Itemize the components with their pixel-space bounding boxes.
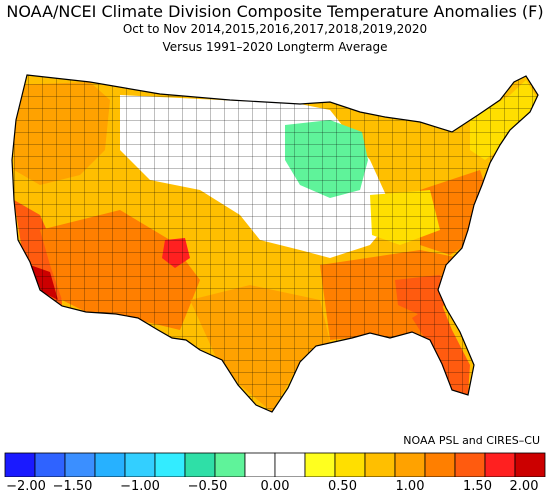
colorbar-swatch xyxy=(484,452,516,477)
colorbar-tick-label: −0.50 xyxy=(187,479,228,494)
colorbar-tick-label: 2.00 xyxy=(509,479,539,494)
credit-text: NOAA PSL and CIRES–CU xyxy=(403,434,540,447)
colorbar-swatch xyxy=(154,452,186,477)
colorbar-swatch xyxy=(244,452,276,477)
colorbar-tick-label: −1.50 xyxy=(52,479,93,494)
map-subtitle-baseline: Versus 1991–2020 Longterm Average xyxy=(162,40,388,54)
colorbar-swatch xyxy=(304,452,336,477)
map-subtitle-period: Oct to Nov 2014,2015,2016,2017,2018,2019… xyxy=(122,22,428,36)
colorbar-swatch xyxy=(214,452,246,477)
map-title: NOAA/NCEI Climate Division Composite Tem… xyxy=(6,2,544,21)
colorbar-swatch xyxy=(34,452,66,477)
colorbar-swatch xyxy=(4,452,36,477)
colorbar-swatch xyxy=(334,452,366,477)
colorbar-tick-label: 0.50 xyxy=(328,479,357,494)
colorbar-swatch xyxy=(64,452,96,477)
colorbar-swatch xyxy=(124,452,156,477)
colorbar-swatch xyxy=(454,452,486,477)
colorbar-tick-label: −1.00 xyxy=(120,479,160,494)
colorbar-swatch xyxy=(184,452,216,477)
colorbar-tick-labels: −2.00 −1.50 −1.00 −0.50 0.00 0.50 1.00 1.50 2.00 xyxy=(0,479,550,499)
us-outline xyxy=(11,74,539,413)
colorbar xyxy=(4,452,546,477)
colorbar-tick-label: 1.00 xyxy=(395,479,425,494)
colorbar-tick-label: −2.00 xyxy=(6,479,46,494)
colorbar-swatch xyxy=(364,452,396,477)
colorbar-tick-label: 1.50 xyxy=(463,479,492,494)
colorbar-swatch xyxy=(94,452,126,477)
colorbar-swatch xyxy=(274,452,306,477)
colorbar-swatch xyxy=(424,452,456,477)
colorbar-swatch xyxy=(394,452,426,477)
us-anomaly-map xyxy=(11,74,539,413)
colorbar-tick-label: 0.00 xyxy=(260,479,290,494)
colorbar-swatch xyxy=(514,452,546,477)
